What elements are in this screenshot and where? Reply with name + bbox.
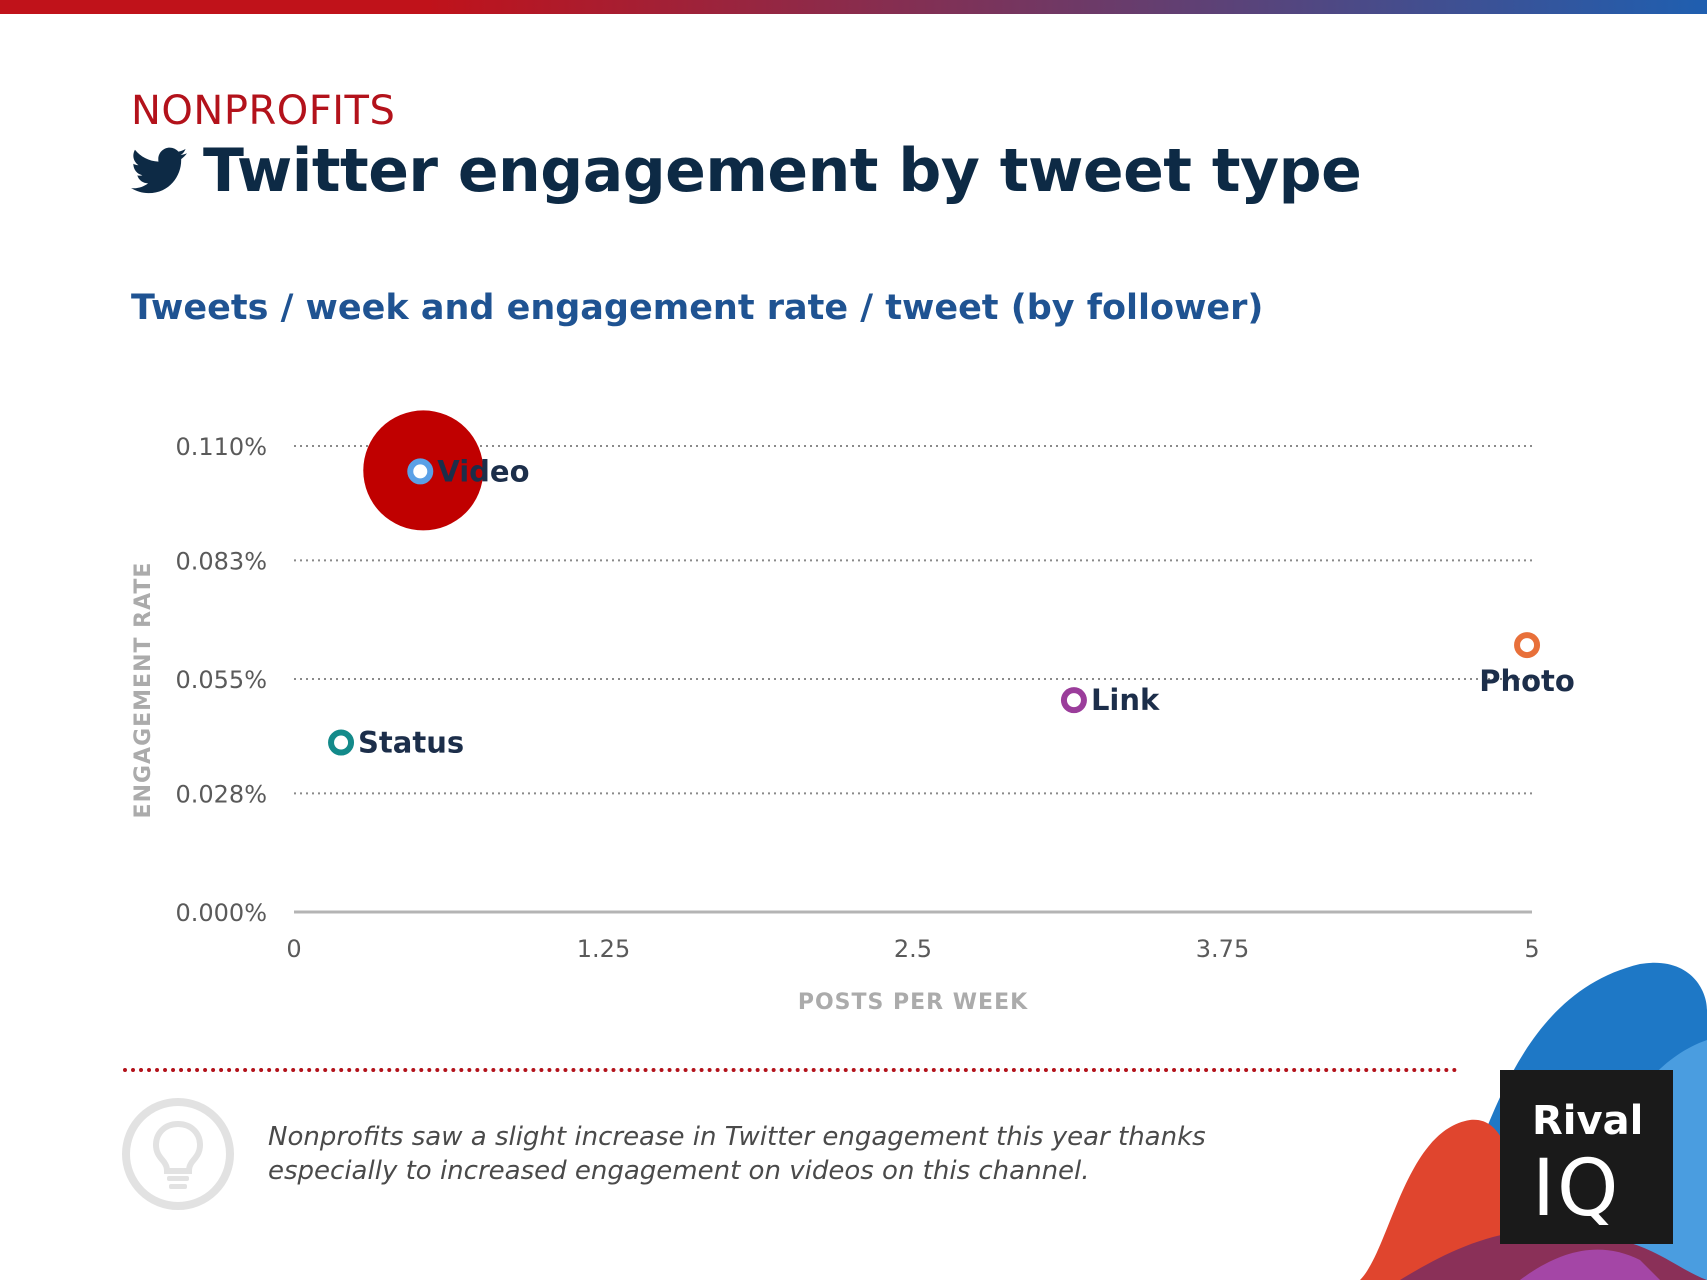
logo-mark: IQ [1532,1144,1621,1234]
point-label: Status [358,726,464,760]
chart-subtitle: Tweets / week and engagement rate / twee… [131,288,1264,328]
point-label: Video [437,454,529,488]
x-tick-label: 1.25 [577,935,630,963]
engagement-scatter-chart: 0.110% 0.083% 0.055% 0.028% 0.000% 0 1.25 2.5 3… [131,410,1575,1015]
section-divider [123,1068,1458,1072]
x-tick-label: 2.5 [894,935,932,963]
point-marker[interactable] [328,729,355,756]
point-label: Photo [1479,664,1575,698]
twitter-bird-icon [131,147,187,194]
grid-layer [294,445,1532,914]
x-axis-label: POSTS PER WEEK [798,990,1028,1015]
top-accent-bar [0,0,1707,14]
point-photo[interactable]: Photo [1479,632,1575,698]
point-marker[interactable] [407,458,434,485]
logo-word: Rival [1532,1098,1644,1144]
rival-iq-logo: Rival IQ [1500,1070,1673,1244]
category-label: NONPROFITS [131,88,396,134]
point-marker[interactable] [1060,687,1087,714]
y-tick-label: 0.000% [175,899,267,927]
lightbulb-icon [122,1098,234,1210]
point-marker[interactable] [1514,632,1541,659]
y-tick-label: 0.110% [175,433,267,461]
insight-text: Nonprofits saw a slight increase in Twit… [268,1122,1206,1186]
point-link[interactable]: Link [1060,683,1160,717]
data-points: Video Status Link Photo [328,410,1575,760]
point-status[interactable]: Status [328,726,464,760]
title-row: Twitter engagement by tweet type [131,136,1362,206]
y-tick-label: 0.028% [175,780,267,808]
x-tick-labels: 0 1.25 2.5 3.75 5 [286,935,1539,963]
x-tick-label: 3.75 [1196,935,1249,963]
y-tick-label: 0.083% [175,547,267,575]
y-tick-label: 0.055% [175,666,267,694]
x-tick-label: 5 [1524,935,1539,963]
y-tick-labels: 0.110% 0.083% 0.055% 0.028% 0.000% [175,433,267,927]
page-title: Twitter engagement by tweet type [203,136,1362,206]
point-video[interactable]: Video [363,410,530,531]
y-axis-label: ENGAGEMENT RATE [131,562,156,819]
point-label: Link [1091,683,1160,717]
x-tick-label: 0 [286,935,301,963]
